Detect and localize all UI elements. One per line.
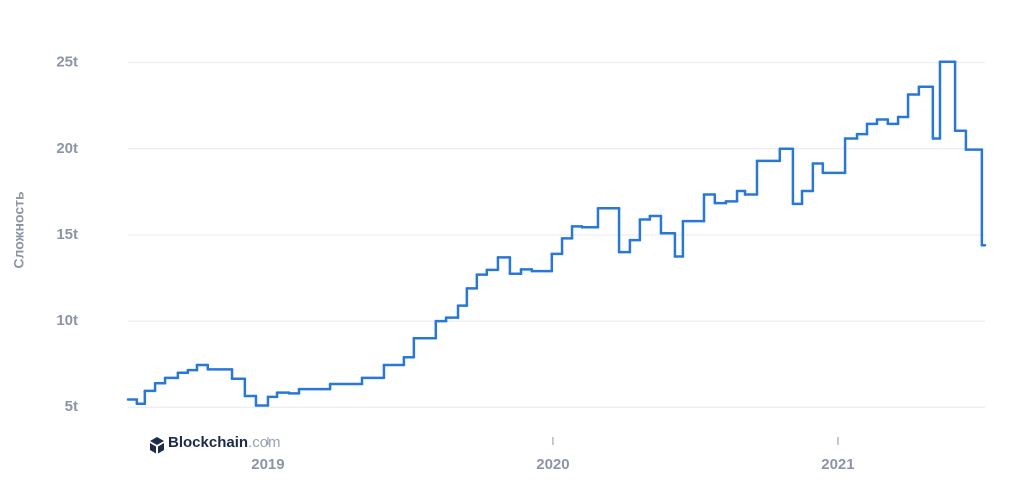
watermark-brand: Blockchain <box>168 434 248 451</box>
x-tick-label: 2019 <box>251 456 284 473</box>
y-tick-label: 5t <box>65 398 78 415</box>
watermark-logo <box>150 437 164 454</box>
y-tick-label: 25t <box>56 54 78 71</box>
x-tick-label: 2021 <box>821 456 854 473</box>
y-axis-label: Сложность <box>11 191 27 269</box>
watermark-text: Blockchain.com <box>168 434 281 451</box>
y-tick-label: 15t <box>56 226 78 243</box>
y-tick-label: 10t <box>56 312 78 329</box>
x-tick-label: 2020 <box>536 456 569 473</box>
watermark-suffix: .com <box>248 434 281 451</box>
watermark: Blockchain.com <box>150 434 281 454</box>
y-tick-label: 20t <box>56 140 78 157</box>
